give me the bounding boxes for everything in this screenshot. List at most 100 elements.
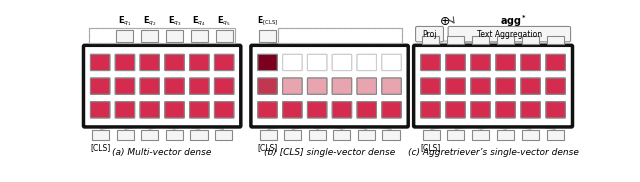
FancyBboxPatch shape [413,45,573,127]
FancyBboxPatch shape [471,78,490,94]
FancyBboxPatch shape [471,78,490,94]
FancyBboxPatch shape [357,54,376,71]
Bar [497,36,514,44]
FancyBboxPatch shape [214,54,234,71]
Text: Proj: Proj [422,30,436,39]
FancyBboxPatch shape [214,102,234,118]
FancyBboxPatch shape [90,54,110,71]
FancyBboxPatch shape [446,102,465,118]
FancyBboxPatch shape [307,78,327,94]
FancyBboxPatch shape [496,78,515,94]
Bar [92,130,109,141]
FancyBboxPatch shape [214,54,234,71]
FancyBboxPatch shape [189,54,209,71]
FancyBboxPatch shape [307,78,327,94]
FancyBboxPatch shape [140,54,159,71]
FancyBboxPatch shape [140,102,159,118]
Bar [116,130,134,141]
FancyBboxPatch shape [307,102,327,118]
Bar [260,130,276,141]
FancyBboxPatch shape [382,102,401,118]
FancyBboxPatch shape [189,78,209,94]
FancyBboxPatch shape [446,54,465,71]
FancyBboxPatch shape [357,78,376,94]
Bar [216,29,233,42]
Bar [497,130,514,141]
FancyBboxPatch shape [214,78,234,94]
FancyBboxPatch shape [283,54,302,71]
FancyBboxPatch shape [521,54,540,71]
Text: $\mathbf{E}_{q_5}$: $\mathbf{E}_{q_5}$ [217,15,231,28]
Bar [447,130,465,141]
FancyBboxPatch shape [546,102,565,118]
FancyBboxPatch shape [446,78,465,94]
FancyBboxPatch shape [258,78,277,94]
FancyBboxPatch shape [421,102,440,118]
FancyBboxPatch shape [357,54,376,71]
FancyBboxPatch shape [283,54,302,71]
FancyBboxPatch shape [283,78,302,94]
FancyBboxPatch shape [307,54,327,71]
Bar [215,130,232,141]
FancyBboxPatch shape [471,54,490,71]
FancyBboxPatch shape [140,78,159,94]
Bar [284,130,301,141]
FancyBboxPatch shape [258,102,277,118]
Bar [522,130,539,141]
FancyBboxPatch shape [546,54,565,71]
Text: $\oplus$: $\oplus$ [440,15,451,28]
FancyBboxPatch shape [189,102,209,118]
FancyBboxPatch shape [189,102,209,118]
Text: (c) Aggretriever’s single-vector dense: (c) Aggretriever’s single-vector dense [408,148,579,157]
FancyBboxPatch shape [446,78,465,94]
FancyBboxPatch shape [140,54,159,71]
FancyBboxPatch shape [421,78,440,94]
FancyBboxPatch shape [307,54,327,71]
FancyBboxPatch shape [446,54,465,71]
FancyBboxPatch shape [115,54,134,71]
Bar [259,29,276,42]
FancyBboxPatch shape [471,102,490,118]
FancyBboxPatch shape [357,78,376,94]
Bar [472,36,489,44]
FancyBboxPatch shape [421,102,440,118]
Text: [CLS]: [CLS] [257,143,278,152]
Text: (a) Multi-vector dense: (a) Multi-vector dense [113,148,212,157]
Bar [90,28,235,43]
FancyBboxPatch shape [382,102,401,118]
Bar [90,28,235,43]
Bar [358,130,375,141]
FancyBboxPatch shape [496,54,515,71]
FancyBboxPatch shape [421,54,440,71]
FancyBboxPatch shape [283,102,302,118]
Bar [191,130,207,141]
FancyBboxPatch shape [165,54,184,71]
Text: $\mathbf{E}_{[\mathrm{CLS}]}$: $\mathbf{E}_{[\mathrm{CLS}]}$ [257,15,278,28]
FancyBboxPatch shape [115,102,134,118]
FancyBboxPatch shape [471,54,490,71]
FancyBboxPatch shape [332,78,351,94]
FancyBboxPatch shape [140,78,159,94]
Text: Text Aggregation: Text Aggregation [477,30,542,39]
Text: (b) [CLS] single-vector dense: (b) [CLS] single-vector dense [264,148,395,157]
FancyBboxPatch shape [165,78,184,94]
Text: $\mathbf{E}_{q_3}$: $\mathbf{E}_{q_3}$ [168,15,181,28]
Bar [166,130,183,141]
FancyBboxPatch shape [546,78,565,94]
FancyBboxPatch shape [382,54,401,71]
FancyBboxPatch shape [165,54,184,71]
FancyBboxPatch shape [332,54,351,71]
FancyBboxPatch shape [521,78,540,94]
Bar [522,36,539,44]
FancyBboxPatch shape [283,102,302,118]
FancyBboxPatch shape [382,78,401,94]
Bar [333,130,350,141]
FancyBboxPatch shape [307,102,327,118]
FancyBboxPatch shape [115,78,134,94]
FancyBboxPatch shape [521,102,540,118]
FancyBboxPatch shape [448,26,571,42]
FancyBboxPatch shape [283,78,302,94]
FancyBboxPatch shape [382,78,401,94]
Bar [447,36,464,44]
FancyBboxPatch shape [165,78,184,94]
